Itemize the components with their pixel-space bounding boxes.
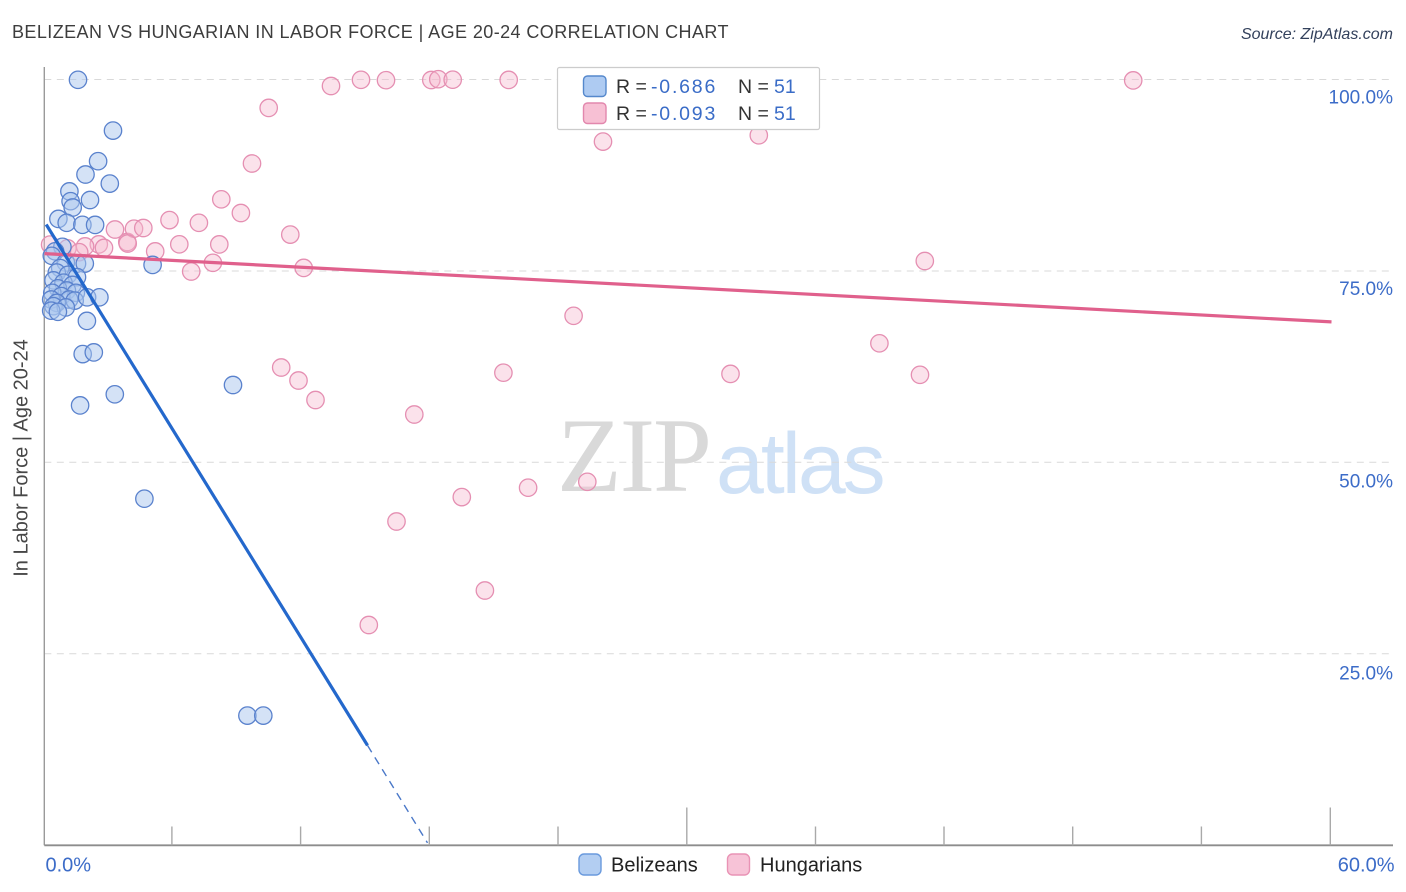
svg-text:51: 51 [774, 76, 796, 98]
svg-text:ZIP: ZIP [557, 397, 710, 514]
svg-text:50.0%: 50.0% [1339, 472, 1393, 493]
svg-text:Hungarians: Hungarians [760, 855, 862, 877]
svg-text:-0.686: -0.686 [651, 76, 717, 98]
svg-text:R =: R = [616, 76, 647, 98]
svg-text:In Labor Force | Age 20-24: In Labor Force | Age 20-24 [11, 339, 33, 577]
svg-text:BELIZEAN VS HUNGARIAN IN LABOR: BELIZEAN VS HUNGARIAN IN LABOR FORCE | A… [12, 22, 729, 42]
svg-text:Belizeans: Belizeans [611, 855, 698, 877]
svg-text:N =: N = [738, 76, 769, 98]
svg-text:atlas: atlas [716, 416, 883, 512]
svg-text:25.0%: 25.0% [1339, 664, 1393, 685]
svg-text:0.0%: 0.0% [46, 855, 92, 877]
svg-text:75.0%: 75.0% [1339, 279, 1393, 300]
svg-text:60.0%: 60.0% [1338, 855, 1395, 877]
svg-text:-0.093: -0.093 [651, 103, 717, 125]
svg-text:100.0%: 100.0% [1329, 88, 1394, 109]
svg-text:51: 51 [774, 103, 796, 125]
svg-text:Source: ZipAtlas.com: Source: ZipAtlas.com [1241, 26, 1393, 43]
svg-text:N =: N = [738, 103, 769, 125]
svg-text:R =: R = [616, 103, 647, 125]
